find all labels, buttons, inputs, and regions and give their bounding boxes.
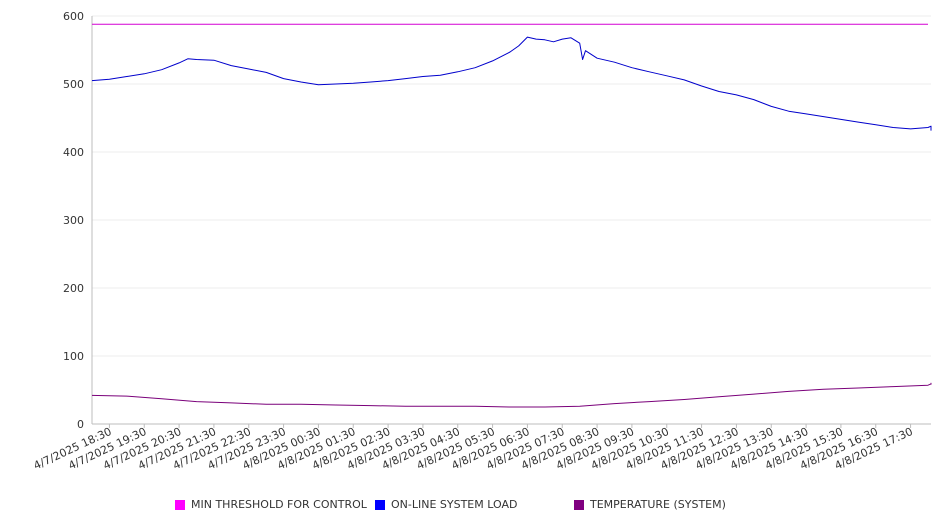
legend-item-system-load: ON-LINE SYSTEM LOAD [375,498,517,511]
legend-swatch-min-threshold [175,499,185,510]
legend-swatch-temperature [574,499,584,510]
y-tick-label-400: 400 [63,146,84,159]
legend-item-temperature: TEMPERATURE (SYSTEM) [574,498,726,511]
y-tick-label-300: 300 [63,214,84,227]
legend: MIN THRESHOLD FOR CONTROL ON-LINE SYSTEM… [0,498,946,514]
legend-label-min-threshold: MIN THRESHOLD FOR CONTROL [191,498,367,511]
y-tick-label-600: 600 [63,10,84,23]
grid [92,15,931,357]
legend-swatch-system-load [375,499,385,510]
x-axis-ticks: 4/7/2025 18:304/7/2025 19:304/7/2025 20:… [32,424,915,472]
series-lines [91,23,932,408]
series-line-system-load [91,36,932,131]
y-axis-ticks: 0 100 200 300 400 500 600 [63,10,84,431]
legend-label-temperature: TEMPERATURE (SYSTEM) [590,498,726,511]
axes [91,16,931,425]
legend-label-system-load: ON-LINE SYSTEM LOAD [391,498,518,511]
series-line-temperature [91,382,932,408]
y-tick-label-0: 0 [77,418,84,431]
y-tick-label-100: 100 [63,350,84,363]
y-tick-label-500: 500 [63,78,84,91]
legend-item-min-threshold: MIN THRESHOLD FOR CONTROL [175,498,367,511]
y-tick-label-200: 200 [63,282,84,295]
